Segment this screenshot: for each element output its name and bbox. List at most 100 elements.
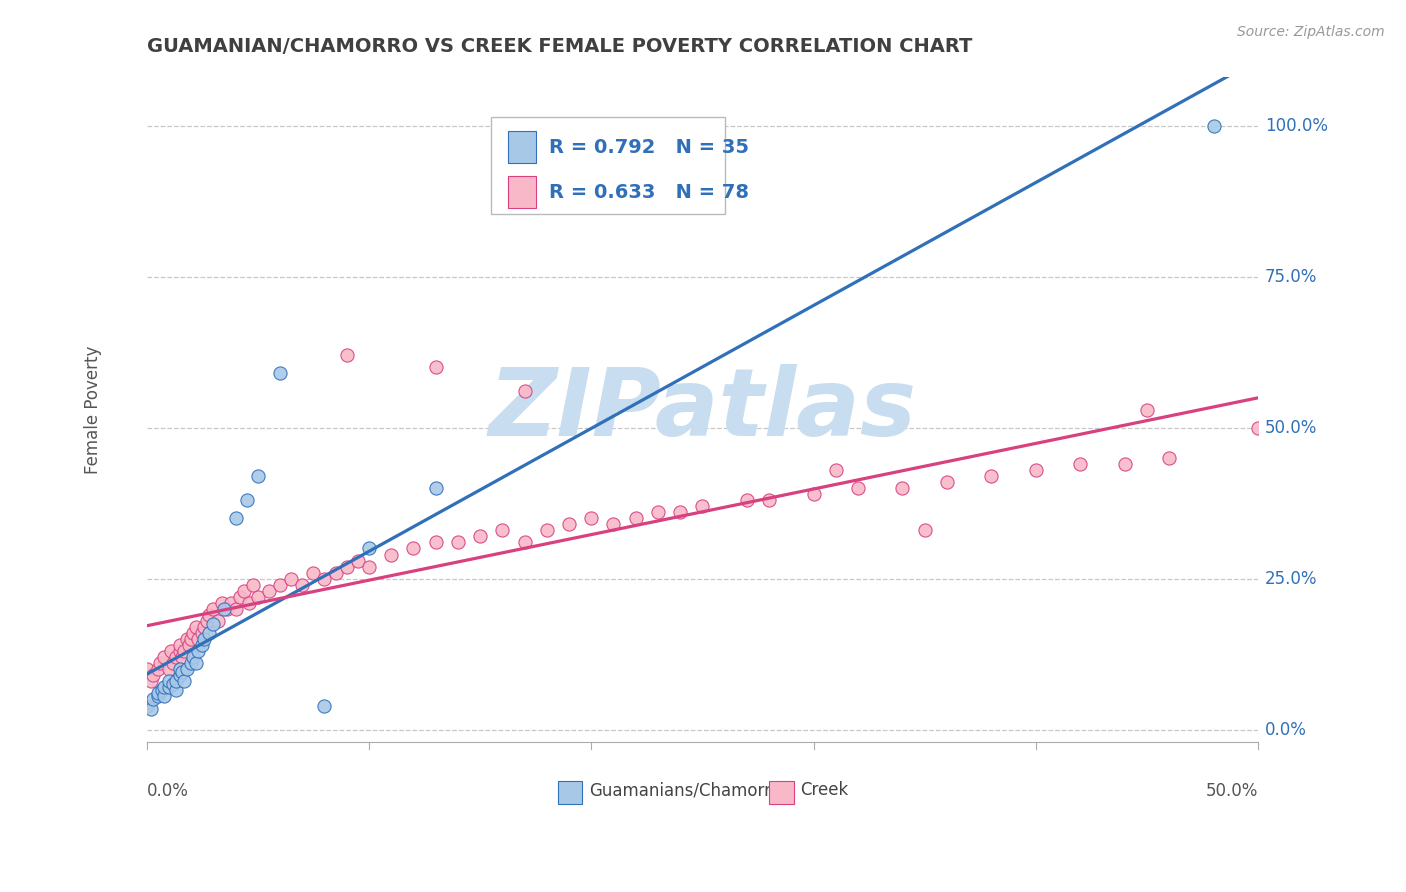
Point <box>269 366 291 380</box>
Point <box>157 674 180 689</box>
FancyBboxPatch shape <box>558 781 582 804</box>
Point <box>181 626 204 640</box>
Point <box>1114 457 1136 471</box>
Point <box>513 535 536 549</box>
Point <box>153 681 176 695</box>
Point <box>692 499 714 513</box>
Point <box>146 690 169 704</box>
Point <box>193 620 215 634</box>
Point <box>269 578 291 592</box>
Point <box>513 384 536 399</box>
Point <box>135 662 157 676</box>
Point <box>191 626 214 640</box>
Point <box>162 657 184 671</box>
Point <box>846 481 869 495</box>
Point <box>139 674 162 689</box>
Point <box>758 493 780 508</box>
Point <box>187 632 209 646</box>
Point <box>824 463 846 477</box>
Point <box>181 650 204 665</box>
Text: ZIPatlas: ZIPatlas <box>488 364 917 456</box>
FancyBboxPatch shape <box>769 781 793 804</box>
Point <box>581 511 603 525</box>
Point <box>1247 420 1270 434</box>
Point <box>157 662 180 676</box>
Text: 0.0%: 0.0% <box>146 781 188 799</box>
Point <box>169 644 191 658</box>
Point <box>172 665 194 680</box>
Point <box>602 517 624 532</box>
Point <box>191 638 214 652</box>
Point <box>1025 463 1047 477</box>
Point <box>198 626 221 640</box>
Text: R = 0.792   N = 35: R = 0.792 N = 35 <box>548 138 749 157</box>
Point <box>195 614 218 628</box>
Point <box>336 348 359 362</box>
Point <box>142 668 165 682</box>
Point <box>425 481 447 495</box>
Point <box>162 677 184 691</box>
Point <box>135 698 157 713</box>
FancyBboxPatch shape <box>508 177 536 208</box>
Point <box>229 590 252 604</box>
Point <box>157 681 180 695</box>
Point <box>219 596 242 610</box>
Point <box>146 686 169 700</box>
Point <box>202 617 225 632</box>
Point <box>198 607 221 622</box>
Point <box>235 493 257 508</box>
Point <box>180 632 202 646</box>
Point <box>184 657 207 671</box>
Point <box>314 572 336 586</box>
Text: 0.0%: 0.0% <box>1265 721 1306 739</box>
Point <box>246 469 269 483</box>
Point <box>558 517 581 532</box>
Text: R = 0.633   N = 78: R = 0.633 N = 78 <box>548 183 749 202</box>
Point <box>233 583 256 598</box>
Point <box>139 701 162 715</box>
Point <box>346 553 368 567</box>
Point <box>1069 457 1091 471</box>
Point <box>153 650 176 665</box>
Point <box>425 535 447 549</box>
Point <box>291 578 314 592</box>
Point <box>214 602 236 616</box>
Point <box>647 505 669 519</box>
Point <box>914 524 936 538</box>
FancyBboxPatch shape <box>491 117 724 213</box>
Point <box>169 638 191 652</box>
Point <box>169 668 191 682</box>
Point <box>177 638 200 652</box>
Text: Creek: Creek <box>800 781 848 799</box>
Text: Guamanians/Chamorros: Guamanians/Chamorros <box>589 781 790 799</box>
Point <box>211 596 233 610</box>
Point <box>1159 450 1181 465</box>
Point <box>173 644 195 658</box>
Point <box>803 487 825 501</box>
Text: 50.0%: 50.0% <box>1206 781 1258 799</box>
Point <box>160 644 183 658</box>
Text: 25.0%: 25.0% <box>1265 570 1317 588</box>
Point <box>165 683 187 698</box>
Point <box>153 690 176 704</box>
Point <box>172 650 194 665</box>
Point <box>142 692 165 706</box>
Text: Female Poverty: Female Poverty <box>84 345 103 474</box>
Point <box>280 572 302 586</box>
Point <box>238 596 260 610</box>
Point <box>215 602 238 616</box>
Point <box>357 559 380 574</box>
Point <box>1202 119 1225 133</box>
Point <box>536 524 558 538</box>
Point <box>468 529 491 543</box>
Point <box>624 511 647 525</box>
Point <box>257 583 280 598</box>
Point <box>891 481 914 495</box>
Point <box>246 590 269 604</box>
Point <box>1136 402 1159 417</box>
Point <box>447 535 470 549</box>
Point <box>325 566 347 580</box>
Point <box>225 511 247 525</box>
Point <box>491 524 513 538</box>
Point <box>165 674 187 689</box>
